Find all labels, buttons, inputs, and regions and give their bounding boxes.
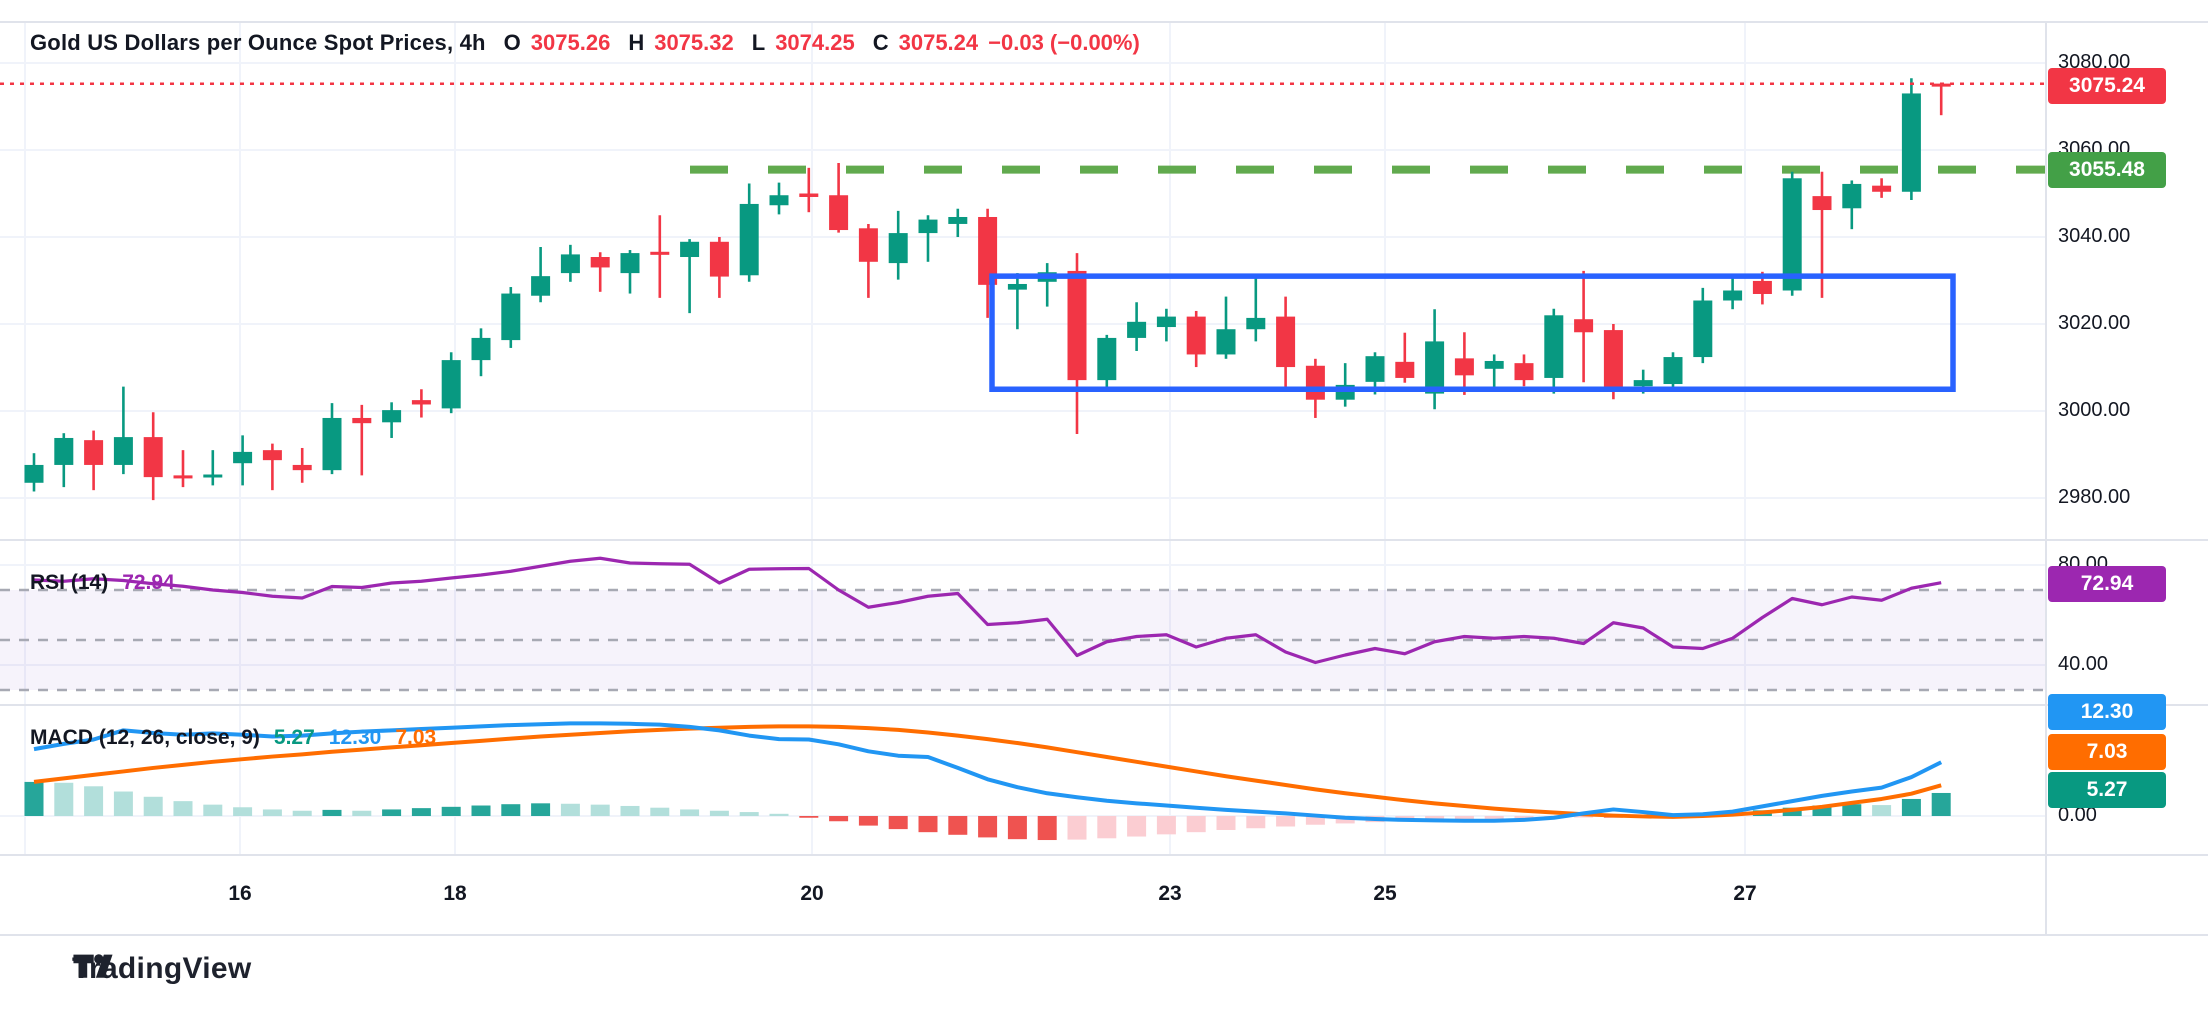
rsi-band [0, 588, 2046, 692]
date-tick-label: 20 [800, 882, 824, 905]
open-value: 3075.26 [530, 30, 611, 55]
support-level-badge: 3055.48 [2048, 152, 2166, 188]
last-price-badge: 3075.24 [2048, 68, 2166, 104]
macd-hist-value: 5.27 [273, 726, 315, 749]
macd-signal-value: 7.03 [395, 726, 437, 749]
consolidation-box[interactable] [989, 273, 1956, 392]
rsi-line [33, 556, 1942, 665]
rsi-indicator-label: RSI (14) 72.94 [30, 571, 175, 595]
price-tick-label: 3080.00 [2058, 51, 2131, 73]
panel-separators [0, 21, 2208, 936]
price-tick-label: 3020.00 [2058, 312, 2131, 334]
date-tick-label: 16 [228, 882, 252, 905]
macd-histogram [24, 781, 1951, 841]
close-value: 3075.24 [898, 30, 979, 55]
tradingview-logo[interactable]: TradingView [72, 952, 251, 986]
open-label: O [503, 30, 521, 55]
macd-name[interactable]: MACD (12, 26, close, 9) [30, 726, 260, 749]
rsi-tick-label: 40.00 [2058, 653, 2109, 675]
macd-tick-label: 0.00 [2058, 804, 2097, 826]
symbol-header: Gold US Dollars per Ounce Spot Prices, 4… [30, 30, 1140, 56]
close-label: C [872, 30, 889, 55]
date-tick-label: 25 [1373, 882, 1397, 905]
rsi-name[interactable]: RSI (14) [30, 571, 109, 594]
rsi-value-badge: 72.94 [2048, 566, 2166, 602]
low-label: L [751, 30, 766, 55]
macd-lines [33, 721, 1943, 823]
signal-value-badge: 7.03 [2048, 734, 2166, 770]
macd-value-badge: 12.30 [2048, 694, 2166, 730]
histogram-value-badge: 5.27 [2048, 772, 2166, 808]
rsi-current-value: 72.94 [122, 571, 175, 594]
macd-indicator-label: MACD (12, 26, close, 9) 5.27 12.30 7.03 [30, 726, 436, 750]
high-value: 3075.32 [654, 30, 734, 55]
price-tick-label: 3000.00 [2058, 399, 2131, 421]
date-tick-label: 18 [443, 882, 467, 905]
gridlines [0, 22, 2046, 855]
price-tick-label: 2980.00 [2058, 486, 2131, 508]
date-tick-label: 27 [1733, 882, 1757, 905]
change-value: −0.03 (−0.00%) [988, 30, 1140, 55]
low-value: 3074.25 [775, 30, 855, 55]
macd-line-value: 12.30 [328, 726, 382, 749]
tradingview-logo-icon [73, 954, 113, 978]
symbol-title[interactable]: Gold US Dollars per Ounce Spot Prices, 4… [30, 30, 486, 55]
date-tick-label: 23 [1158, 882, 1182, 905]
high-label: H [628, 30, 645, 55]
candlestick-series[interactable] [24, 78, 1951, 501]
price-tick-label: 3040.00 [2058, 225, 2131, 247]
